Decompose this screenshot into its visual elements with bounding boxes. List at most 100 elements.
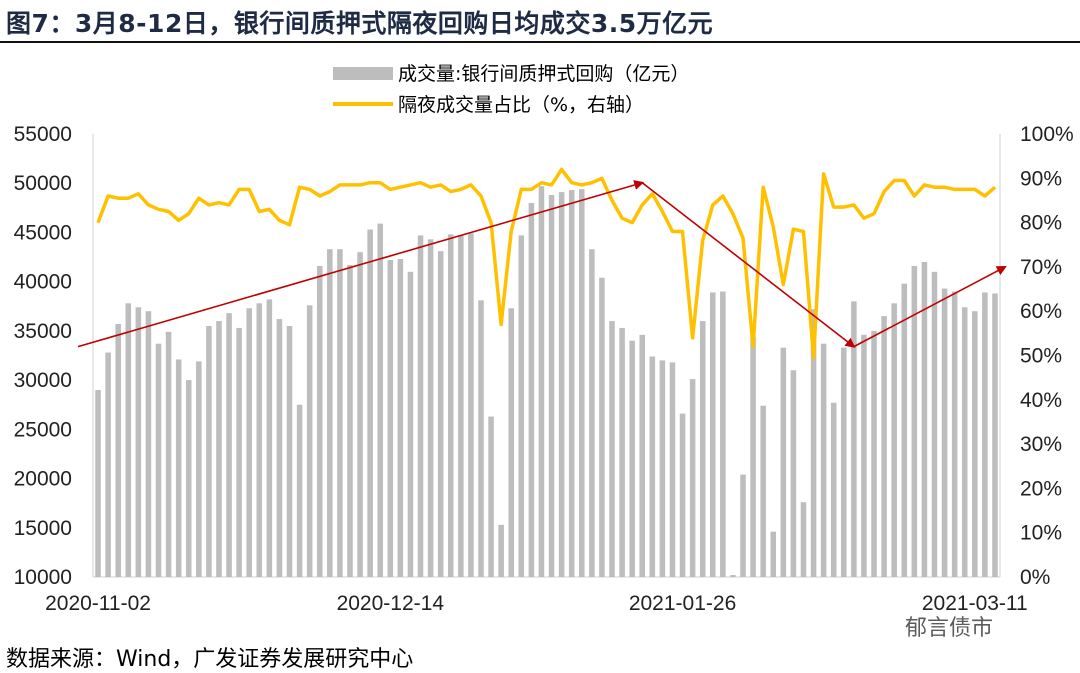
y-left-tick-label: 20000 [14, 468, 72, 491]
volume-bar [931, 271, 938, 577]
volume-bar [508, 308, 514, 577]
volume-bar [538, 186, 545, 578]
overnight-ratio-line [96, 167, 997, 360]
y-right-tick-label: 20% [1020, 477, 1062, 500]
y-left-tick-label: 40000 [14, 271, 72, 294]
volume-bar [518, 235, 525, 578]
volume-bar [498, 524, 504, 577]
volume-bar [185, 380, 192, 577]
volume-bar [730, 575, 736, 577]
volume-bar [367, 229, 373, 578]
volume-bar [437, 251, 444, 577]
volume-bar [296, 404, 303, 577]
volume-bar [115, 323, 121, 577]
y-right-tick-label: 60% [1020, 300, 1062, 323]
volume-bar [276, 319, 283, 577]
legend-bar-label: 成交量:银行间质押式回购（亿元） [398, 63, 689, 85]
volume-bar [961, 307, 968, 577]
y-left-tick-label: 45000 [14, 221, 72, 244]
x-tick-label: 2020-11-02 [45, 592, 151, 615]
volume-bar [226, 313, 232, 577]
volume-bar [105, 352, 111, 577]
volume-bar [357, 252, 363, 577]
volume-bar [316, 265, 323, 577]
volume-bar [478, 300, 484, 577]
watermark-text: 郁言债市 [905, 616, 994, 641]
volume-bar [599, 277, 605, 577]
axes-layer: 55000 50000 45000 40000 35000 30000 25000 20000… [14, 123, 1074, 615]
volume-bar [387, 260, 394, 577]
volume-bar [458, 235, 464, 578]
y-right-tick-label: 80% [1020, 212, 1062, 235]
trend-arrow [641, 182, 856, 348]
volume-bar [800, 502, 807, 577]
volume-bar [246, 308, 252, 577]
y-right-tick-label: 10% [1020, 522, 1062, 545]
y-left-tick-label: 35000 [14, 320, 72, 343]
volume-bar [710, 292, 716, 577]
trend-arrow [853, 265, 1007, 348]
volume-bar [810, 309, 817, 577]
chart-title: 图7：3月8-12日，银行间质押式隔夜回购日均成交3.5万亿元 [6, 9, 714, 38]
volume-bar [528, 202, 535, 577]
volume-bar [286, 325, 293, 577]
volume-bar [841, 347, 847, 577]
x-tick-label: 2021-03-11 [922, 592, 1028, 615]
volume-bar [760, 405, 766, 577]
trend-arrows [77, 180, 1007, 348]
volume-bar [629, 340, 635, 577]
volume-bar [165, 331, 172, 577]
volume-bar [951, 291, 958, 577]
volume-bar [901, 283, 908, 577]
volume-bar [568, 190, 575, 577]
trend-arrow [77, 180, 645, 348]
y-right-tick-label: 50% [1020, 345, 1062, 368]
volume-bar [972, 311, 978, 577]
volume-bar [417, 235, 424, 578]
volume-bar [125, 303, 132, 577]
y-left-tick-label: 50000 [14, 172, 72, 195]
legend-line-label: 隔夜成交量占比（%，右轴） [398, 94, 644, 116]
y-right-tick-label: 90% [1020, 167, 1062, 190]
volume-bar [216, 321, 222, 577]
y-left-tick-label: 30000 [14, 369, 72, 392]
volume-bar [609, 321, 615, 577]
volume-bar [921, 261, 928, 577]
volume-bar [941, 288, 948, 577]
volume-bar [679, 413, 686, 577]
volume-bar [206, 325, 212, 577]
volume-bar [256, 303, 263, 577]
y-right-tick-label: 0% [1020, 566, 1050, 589]
legend-bar-swatch [333, 67, 393, 80]
volume-bar [337, 249, 343, 577]
combo-chart: 55000 50000 45000 40000 35000 30000 25000 20000… [14, 63, 1074, 615]
volume-bar [720, 291, 726, 577]
volume-bar [689, 379, 696, 577]
y-right-tick-label: 30% [1020, 433, 1062, 456]
line-series [96, 167, 997, 360]
volume-bar [851, 301, 857, 577]
volume-bar [427, 239, 434, 577]
volume-bar [145, 311, 152, 577]
volume-bar [95, 389, 101, 577]
volume-bar [911, 265, 918, 577]
volume-bar [830, 402, 837, 577]
bar-series [95, 186, 998, 578]
volume-bar [891, 303, 897, 577]
volume-bar [992, 293, 998, 577]
volume-bar [619, 327, 625, 577]
volume-bar [740, 474, 746, 577]
volume-bar [649, 356, 656, 577]
volume-bar [639, 334, 646, 577]
volume-bar [488, 416, 494, 577]
volume-bar [699, 321, 706, 577]
volume-bar [347, 264, 353, 577]
volume-bar [790, 370, 797, 577]
volume-bar [135, 307, 142, 577]
y-right-tick-label: 70% [1020, 256, 1062, 279]
volume-bar [447, 234, 454, 577]
y-left-tick-label: 25000 [14, 418, 72, 441]
y-left-tick-label: 55000 [14, 123, 72, 146]
volume-bar [175, 359, 182, 577]
volume-bar [579, 189, 585, 577]
